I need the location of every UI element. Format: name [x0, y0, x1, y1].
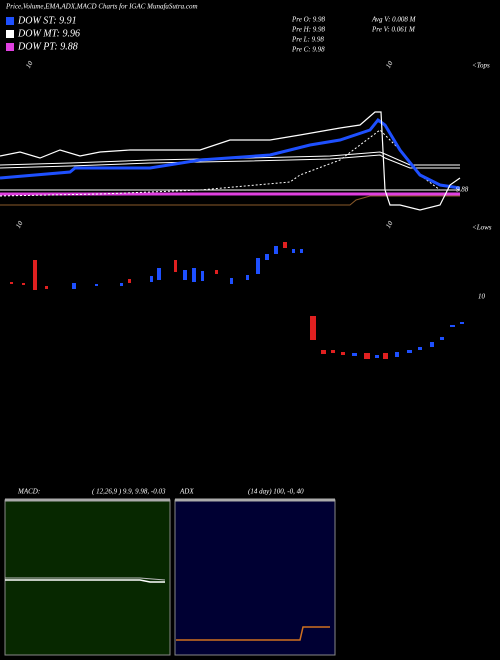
macd-signal [5, 577, 166, 581]
stat: Pre C: 9.98 [291, 46, 325, 54]
legend-swatch [6, 30, 14, 38]
legend-item: DOW MT: 9.96 [17, 28, 80, 39]
last-price: 9.88 [456, 186, 469, 194]
legend-item: DOW ST: 9.91 [17, 15, 77, 26]
legend-item: DOW PT: 9.88 [17, 41, 78, 52]
macd-line [5, 579, 165, 583]
stat: Pre O: 9.98 [291, 16, 325, 24]
stat: Pre V: 0.061 M [371, 26, 416, 34]
lower-candles [310, 316, 464, 359]
stat: Pre L: 9.98 [291, 36, 324, 44]
legend-swatch [6, 43, 14, 51]
adx-label: ADX [179, 488, 194, 496]
macd-params: ( 12,26,9 ) 9.9, 9.98, -0.03 [92, 488, 166, 496]
top-label: 10 [24, 59, 35, 69]
legend-swatch [6, 17, 14, 25]
title: Price,Volume,EMA,ADX,MACD Charts for IGA… [5, 3, 198, 11]
stat: Pre H: 9.98 [291, 26, 325, 34]
top-label: 10 [384, 59, 395, 69]
stat: Avg V: 0.008 M [371, 16, 417, 24]
bottom-label: 10 [14, 219, 25, 229]
adx-panel [174, 499, 336, 656]
price-lines [0, 111, 461, 211]
lows-label: <Lows [472, 224, 492, 232]
volume-candles [10, 242, 303, 290]
bottom-label: 10 [384, 219, 395, 229]
tops-label: <Tops [472, 62, 490, 70]
adx-line [176, 626, 330, 641]
volume-label: 10 [478, 293, 486, 301]
adx-params: (14 day) 100, -0, 40 [248, 488, 304, 496]
macd-label: MACD: [17, 488, 40, 496]
